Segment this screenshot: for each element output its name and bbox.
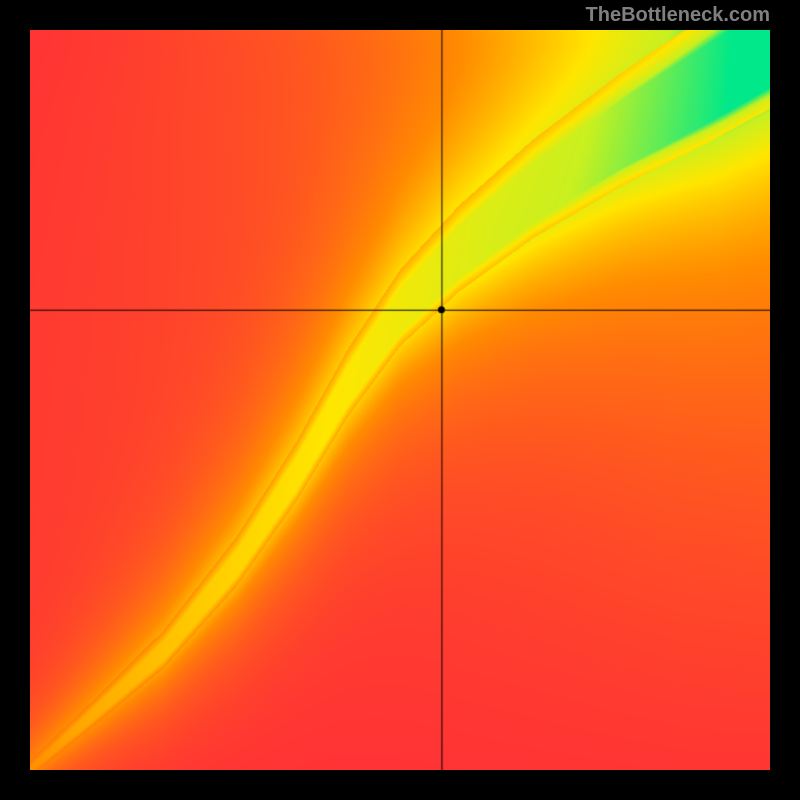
heatmap-canvas — [30, 30, 770, 770]
heatmap-plot — [30, 30, 770, 770]
chart-container: TheBottleneck.com — [0, 0, 800, 800]
watermark-text: TheBottleneck.com — [586, 4, 770, 27]
